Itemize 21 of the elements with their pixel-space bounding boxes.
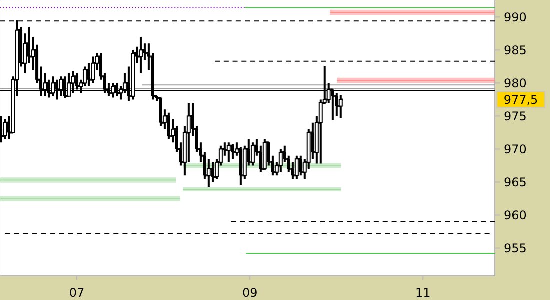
x-tick-label: 07 <box>69 286 85 300</box>
candlestick <box>262 138 267 172</box>
candlestick <box>338 94 343 120</box>
candlestick <box>278 148 283 174</box>
candlestick <box>226 142 231 164</box>
y-tick-label: 985 <box>504 43 527 58</box>
candlestick <box>91 56 96 84</box>
y-tick-label: 965 <box>504 175 527 190</box>
candlestick <box>3 118 8 140</box>
candlestick <box>250 142 255 167</box>
y-tick-label: 990 <box>504 10 527 24</box>
x-tick-label: 09 <box>242 286 258 300</box>
y-tick-label: 955 <box>504 241 527 256</box>
y-tick-label: 960 <box>504 208 527 222</box>
y-tick-label: 970 <box>504 142 527 156</box>
y-tick-label: 975 <box>504 109 527 124</box>
candlestick <box>294 154 299 180</box>
text: 977,5 <box>504 92 538 107</box>
y-tick-label: 980 <box>504 76 527 90</box>
x-tick-label: 11 <box>416 286 431 300</box>
candlestick <box>138 36 143 74</box>
